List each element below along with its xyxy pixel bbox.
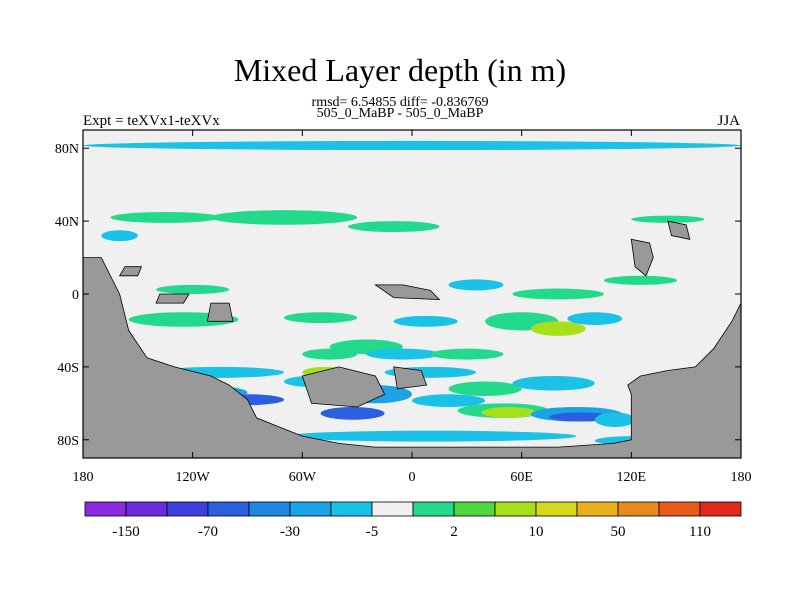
colorbar-swatch-1	[125, 501, 168, 517]
case-line: 505_0_MaBP - 505_0_MaBP	[316, 106, 484, 121]
x-tick-label-3: 0	[409, 470, 416, 485]
colorbar-label-5: 10	[529, 524, 544, 540]
anomaly-region-18	[366, 348, 440, 360]
x-tick-label-6: 180	[731, 470, 752, 485]
anomaly-region-1	[110, 212, 221, 223]
land-mass-7	[630, 238, 654, 277]
land-mass-3	[206, 302, 234, 322]
colorbar-swatch-11	[535, 501, 578, 517]
chart-title: Mixed Layer depth (in m)	[233, 52, 567, 88]
colorbar-label-0: -150	[112, 524, 140, 540]
colorbar-swatch-15	[699, 501, 742, 517]
land-mass-1	[118, 266, 143, 277]
colorbar-swatch-8	[412, 501, 455, 517]
anomaly-region-36	[284, 430, 577, 442]
anomaly-region-31	[481, 406, 537, 418]
y-tick-label-3: 40S	[57, 361, 79, 376]
anomaly-region-15	[567, 312, 623, 325]
anomaly-region-0	[83, 140, 741, 151]
y-tick-label-2: 0	[72, 288, 79, 303]
anomaly-region-9	[156, 284, 230, 295]
colorbar-swatch-0	[84, 501, 127, 517]
y-tick-label-1: 40N	[55, 215, 79, 230]
land-mass-6	[374, 284, 441, 300]
colorbar-label-3: -5	[366, 524, 379, 540]
y-tick-label-0: 80N	[55, 142, 79, 157]
anomaly-region-14	[530, 321, 586, 336]
colorbar-label-7: 110	[689, 524, 711, 540]
x-tick-label-4: 60E	[510, 470, 533, 485]
x-tick-label-2: 60W	[289, 470, 317, 485]
anomaly-region-35	[594, 412, 635, 428]
season-label: JJA	[717, 113, 740, 129]
anomaly-region-8	[448, 279, 504, 291]
colorbar-swatch-3	[207, 501, 250, 517]
colorbar-swatch-12	[576, 501, 619, 517]
colorbar-swatch-9	[453, 501, 496, 517]
anomaly-region-2	[210, 210, 358, 225]
colorbar-swatch-5	[289, 501, 332, 517]
x-tick-label-1: 120W	[176, 470, 211, 485]
anomaly-region-6	[512, 288, 604, 300]
experiment-label: Expt = teXVx1-teXVx	[83, 113, 220, 129]
y-tick-label-4: 80S	[57, 434, 79, 449]
colorbar-label-4: 2	[450, 524, 458, 540]
stats-line: rmsd= 6.54855 diff= -0.836769	[311, 95, 489, 110]
anomaly-region-7	[603, 275, 678, 285]
anomaly-region-12	[393, 315, 458, 327]
anomaly-region-3	[101, 230, 138, 242]
land-mass-2	[155, 293, 190, 304]
x-axis: 180 120W 60W 0 60E 120E 180	[73, 130, 752, 485]
land-mass-0	[82, 257, 742, 459]
anomaly-region-5	[631, 215, 705, 223]
colorbar-label-6: 50	[611, 524, 626, 540]
colorbar-swatch-10	[494, 501, 537, 517]
anomaly-region-11	[284, 312, 358, 324]
x-tick-label-5: 120E	[617, 470, 647, 485]
colorbar-swatch-6	[330, 501, 373, 517]
anomaly-region-26	[320, 406, 385, 420]
colorbar-label-2: -30	[280, 524, 300, 540]
x-tick-label-0: 180	[73, 470, 94, 485]
anomaly-region-4	[348, 221, 440, 233]
y-axis: 80N 40N 0 40S 80S	[55, 142, 741, 449]
land-mass-5	[393, 366, 428, 390]
colorbar: -150 -70 -30 -5 2 10 50 110	[84, 501, 742, 540]
colorbar-swatch-2	[166, 501, 209, 517]
anomaly-region-28	[412, 394, 486, 407]
anomaly-region-32	[512, 376, 595, 391]
anomaly-region-29	[448, 381, 522, 397]
colorbar-label-1: -70	[198, 524, 218, 540]
colorbar-swatch-14	[658, 501, 701, 517]
land-mask	[82, 220, 742, 459]
anomaly-region-19	[430, 348, 504, 360]
land-mass-4	[301, 366, 386, 408]
colorbar-swatch-13	[617, 501, 660, 517]
land-mass-8	[667, 220, 691, 240]
colorbar-swatch-4	[248, 501, 291, 517]
colorbar-swatch-7	[371, 501, 414, 517]
